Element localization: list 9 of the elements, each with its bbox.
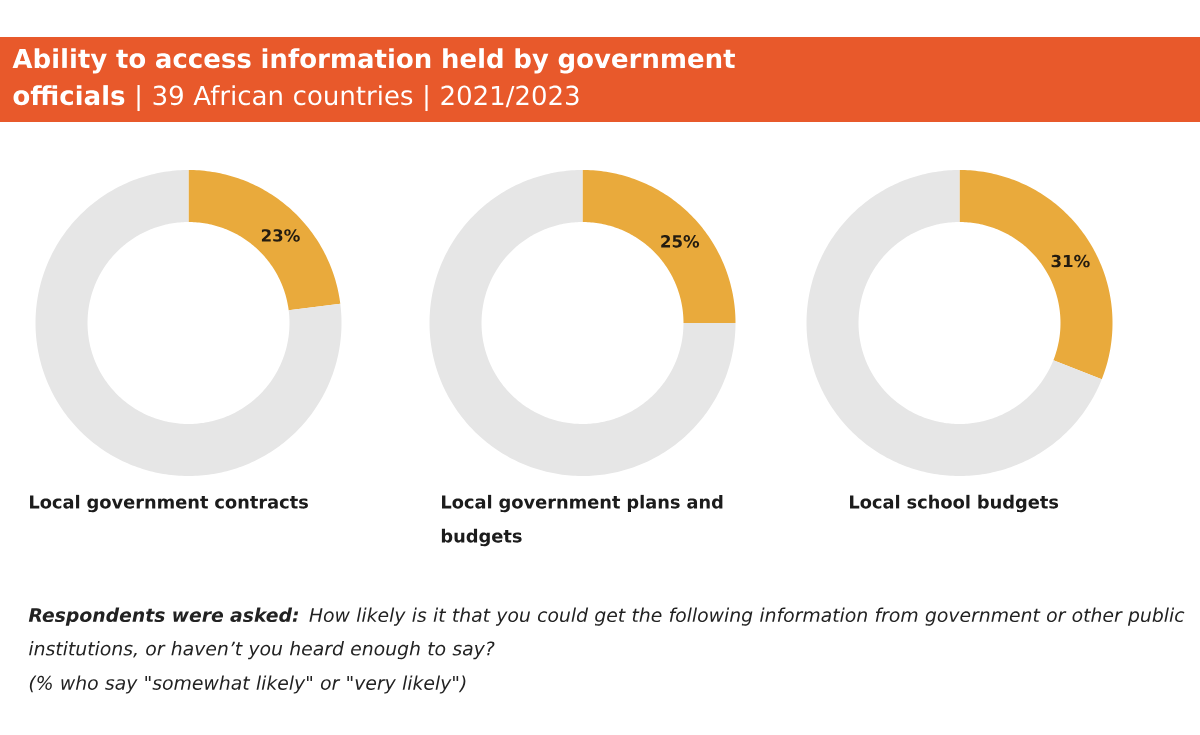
text: Ability to access information held by government officials | 39 African countries | 2021/2023 — [12, 48, 735, 112]
data-label: 23% — [261, 229, 300, 242]
data-label: 31% — [1051, 254, 1090, 268]
data-label: 25% — [661, 235, 700, 248]
text: Local government contracts — [30, 494, 308, 513]
text: Respondents were asked: How likely is it that you could get the following information from government or other public institutions, or haven’t you heard enough to say? — [28, 607, 1185, 660]
text: Local government plans and budgets — [441, 494, 723, 547]
text: Local school budgets — [850, 494, 1059, 513]
text: (% who say "somewhat likely" or "very likely") — [29, 675, 466, 694]
